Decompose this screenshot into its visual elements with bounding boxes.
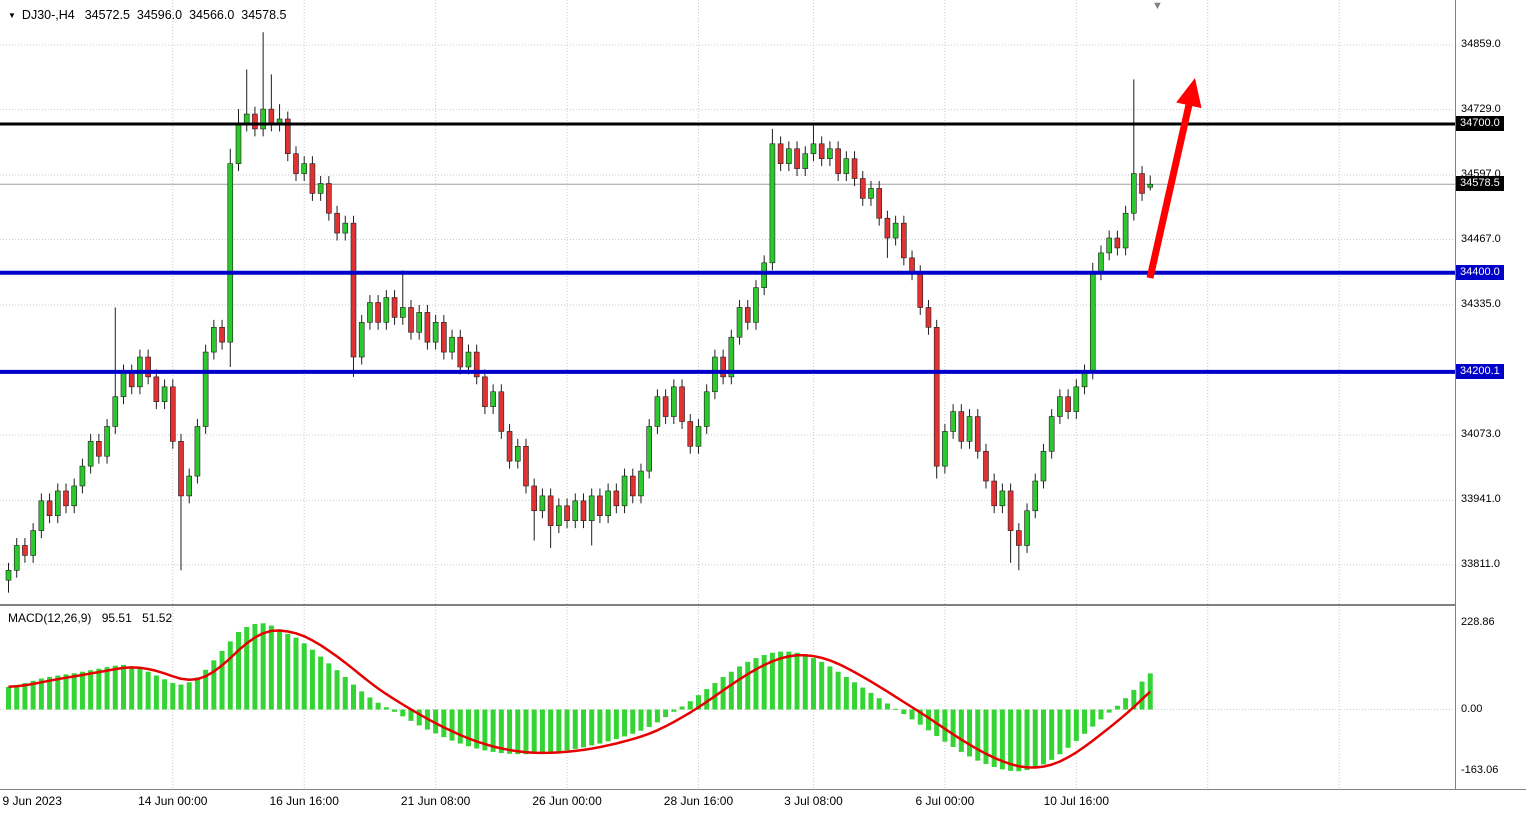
macd-indicator-canvas[interactable]: [0, 607, 1455, 789]
time-tick-label: 16 Jun 16:00: [269, 794, 339, 808]
ohlc-high-value: 34596.0: [136, 8, 183, 22]
macd-tick-label: -163.06: [1461, 764, 1499, 777]
price-tick-label: 34073.0: [1461, 427, 1501, 440]
price-tick-label: 34729.0: [1461, 102, 1501, 115]
macd-tick-label: 228.86: [1461, 615, 1495, 628]
ohlc-low-value: 34566.0: [189, 8, 235, 22]
time-tick-label: 14 Jun 00:00: [138, 794, 208, 808]
time-axis-separator: [0, 789, 1526, 790]
price-level-badge: 34400.0: [1456, 264, 1504, 280]
macd-indicator-label: MACD(12,26,9) 95.51 51.52: [8, 611, 179, 625]
price-tick-label: 33811.0: [1461, 557, 1500, 570]
time-tick-label: 3 Jul 08:00: [784, 794, 843, 808]
macd-name: MACD(12,26,9): [8, 611, 92, 625]
last-price-badge: 34578.5: [1456, 176, 1504, 192]
symbol-period-label: DJ30-,H4: [21, 8, 75, 22]
time-axis[interactable]: 9 Jun 2023 14 Jun 00:00 16 Jun 16:00 21 Jun…: [0, 790, 1526, 813]
price-tick-label: 33941.0: [1461, 493, 1501, 506]
price-level-badge: 34200.1: [1456, 363, 1504, 379]
time-tick-label: 28 Jun 16:00: [663, 794, 734, 808]
time-tick-label: 9 Jun 2023: [2, 794, 62, 808]
macd-main-value: 95.51: [101, 611, 132, 625]
price-axis[interactable]: 34859.0 34729.0 34597.0 34467.0 34335.0 34073…: [1455, 0, 1526, 789]
price-tick-label: 34467.0: [1461, 232, 1501, 245]
price-tick-label: 34859.0: [1461, 38, 1501, 51]
price-chart-canvas[interactable]: [0, 0, 1455, 604]
time-tick-label: 26 Jun 00:00: [532, 794, 602, 808]
time-tick-label: 6 Jul 00:00: [915, 794, 975, 808]
price-level-badge: 34700.0: [1456, 115, 1504, 131]
chart-scroll-marker-icon[interactable]: ▼: [1152, 0, 1163, 12]
symbol-dropdown-icon[interactable]: ▼: [8, 10, 16, 20]
chart-ohlc-header: ▼ DJ30-,H4 34572.5 34596.0 34566.0 34578…: [8, 8, 293, 22]
macd-signal-value: 51.52: [142, 611, 173, 625]
price-tick-label: 34335.0: [1461, 297, 1501, 310]
ohlc-open-value: 34572.5: [84, 8, 130, 22]
ohlc-close-value: 34578.5: [241, 8, 287, 22]
time-tick-label: 10 Jul 16:00: [1043, 794, 1110, 808]
time-tick-label: 21 Jun 08:00: [400, 794, 471, 808]
macd-tick-label: 0.00: [1461, 702, 1483, 715]
panel-separator[interactable]: [0, 604, 1526, 606]
